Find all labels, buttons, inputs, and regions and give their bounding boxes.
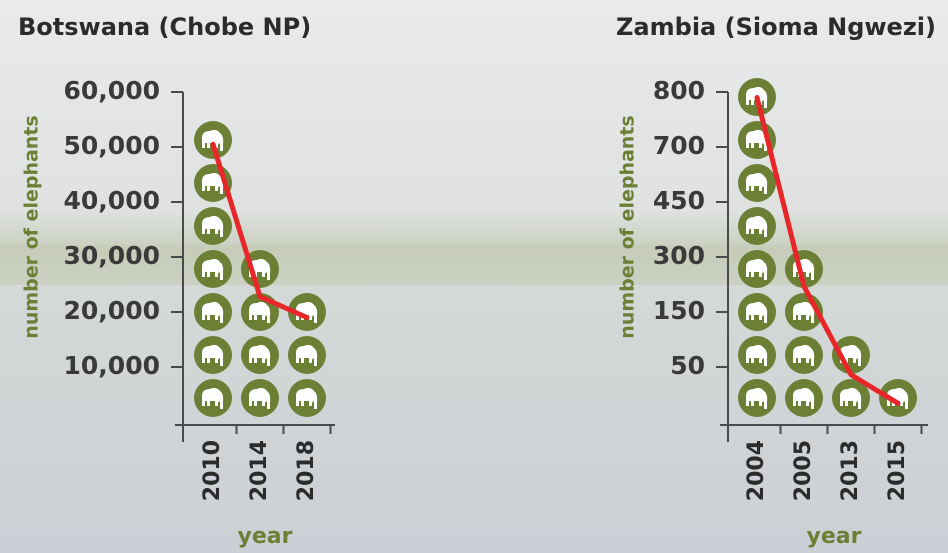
elephant-icon xyxy=(738,293,776,331)
chart-title: Botswana (Chobe NP) xyxy=(18,13,311,41)
elephant-icon xyxy=(785,336,823,374)
y-tick-label: 300 xyxy=(653,241,705,270)
y-tick-label: 10,000 xyxy=(64,351,160,380)
y-tick-label: 40,000 xyxy=(64,186,160,215)
y-tick-label: 30,000 xyxy=(64,241,160,270)
y-axis-label: number of elephants xyxy=(617,115,639,338)
elephant-icon xyxy=(241,336,279,374)
elephant-icon xyxy=(194,250,232,288)
x-tick-label: 2014 xyxy=(247,440,272,501)
x-tick-label: 2013 xyxy=(838,440,863,501)
x-axis-label: year xyxy=(807,524,862,549)
y-tick-label: 50 xyxy=(670,351,705,380)
x-tick-label: 2005 xyxy=(791,440,816,501)
y-tick-label: 800 xyxy=(653,76,705,105)
elephant-icon xyxy=(194,121,232,159)
y-tick-label: 50,000 xyxy=(64,131,160,160)
y-axis-label: number of elephants xyxy=(21,115,43,338)
elephant-icon xyxy=(738,379,776,417)
elephant-icon xyxy=(194,207,232,245)
y-tick-label: 450 xyxy=(653,186,705,215)
elephant-icon xyxy=(785,379,823,417)
y-tick-label: 150 xyxy=(653,296,705,325)
elephant-icon xyxy=(288,336,326,374)
elephant-icon xyxy=(194,336,232,374)
y-tick-label: 700 xyxy=(653,131,705,160)
y-tick-label: 60,000 xyxy=(64,76,160,105)
elephant-icon xyxy=(738,336,776,374)
x-tick-label: 2010 xyxy=(200,440,225,501)
infographic: Botswana (Chobe NP) number of elephants ye… xyxy=(0,0,948,553)
elephant-icon xyxy=(288,379,326,417)
elephant-icon xyxy=(738,207,776,245)
elephant-icon xyxy=(194,293,232,331)
x-axis-label: year xyxy=(238,524,293,549)
x-tick-label: 2018 xyxy=(294,440,319,501)
x-tick-label: 2015 xyxy=(885,440,910,501)
chart-title: Zambia (Sioma Ngwezi) xyxy=(616,13,936,41)
elephant-icon xyxy=(738,250,776,288)
elephant-icon xyxy=(241,379,279,417)
elephant-icon xyxy=(738,164,776,202)
y-tick-label: 20,000 xyxy=(64,296,160,325)
elephant-icon xyxy=(194,379,232,417)
x-tick-label: 2004 xyxy=(744,440,769,501)
